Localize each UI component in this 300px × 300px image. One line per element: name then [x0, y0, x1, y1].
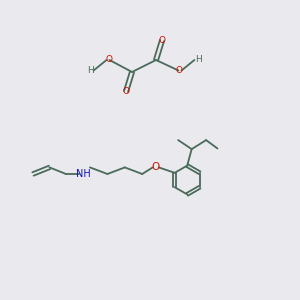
Text: NH: NH: [76, 169, 91, 179]
Text: H: H: [87, 66, 93, 75]
Text: O: O: [106, 56, 113, 64]
Text: O: O: [175, 66, 182, 75]
Text: O: O: [158, 36, 166, 45]
Text: O: O: [122, 87, 130, 96]
Text: O: O: [152, 162, 160, 172]
Text: H: H: [195, 56, 201, 64]
